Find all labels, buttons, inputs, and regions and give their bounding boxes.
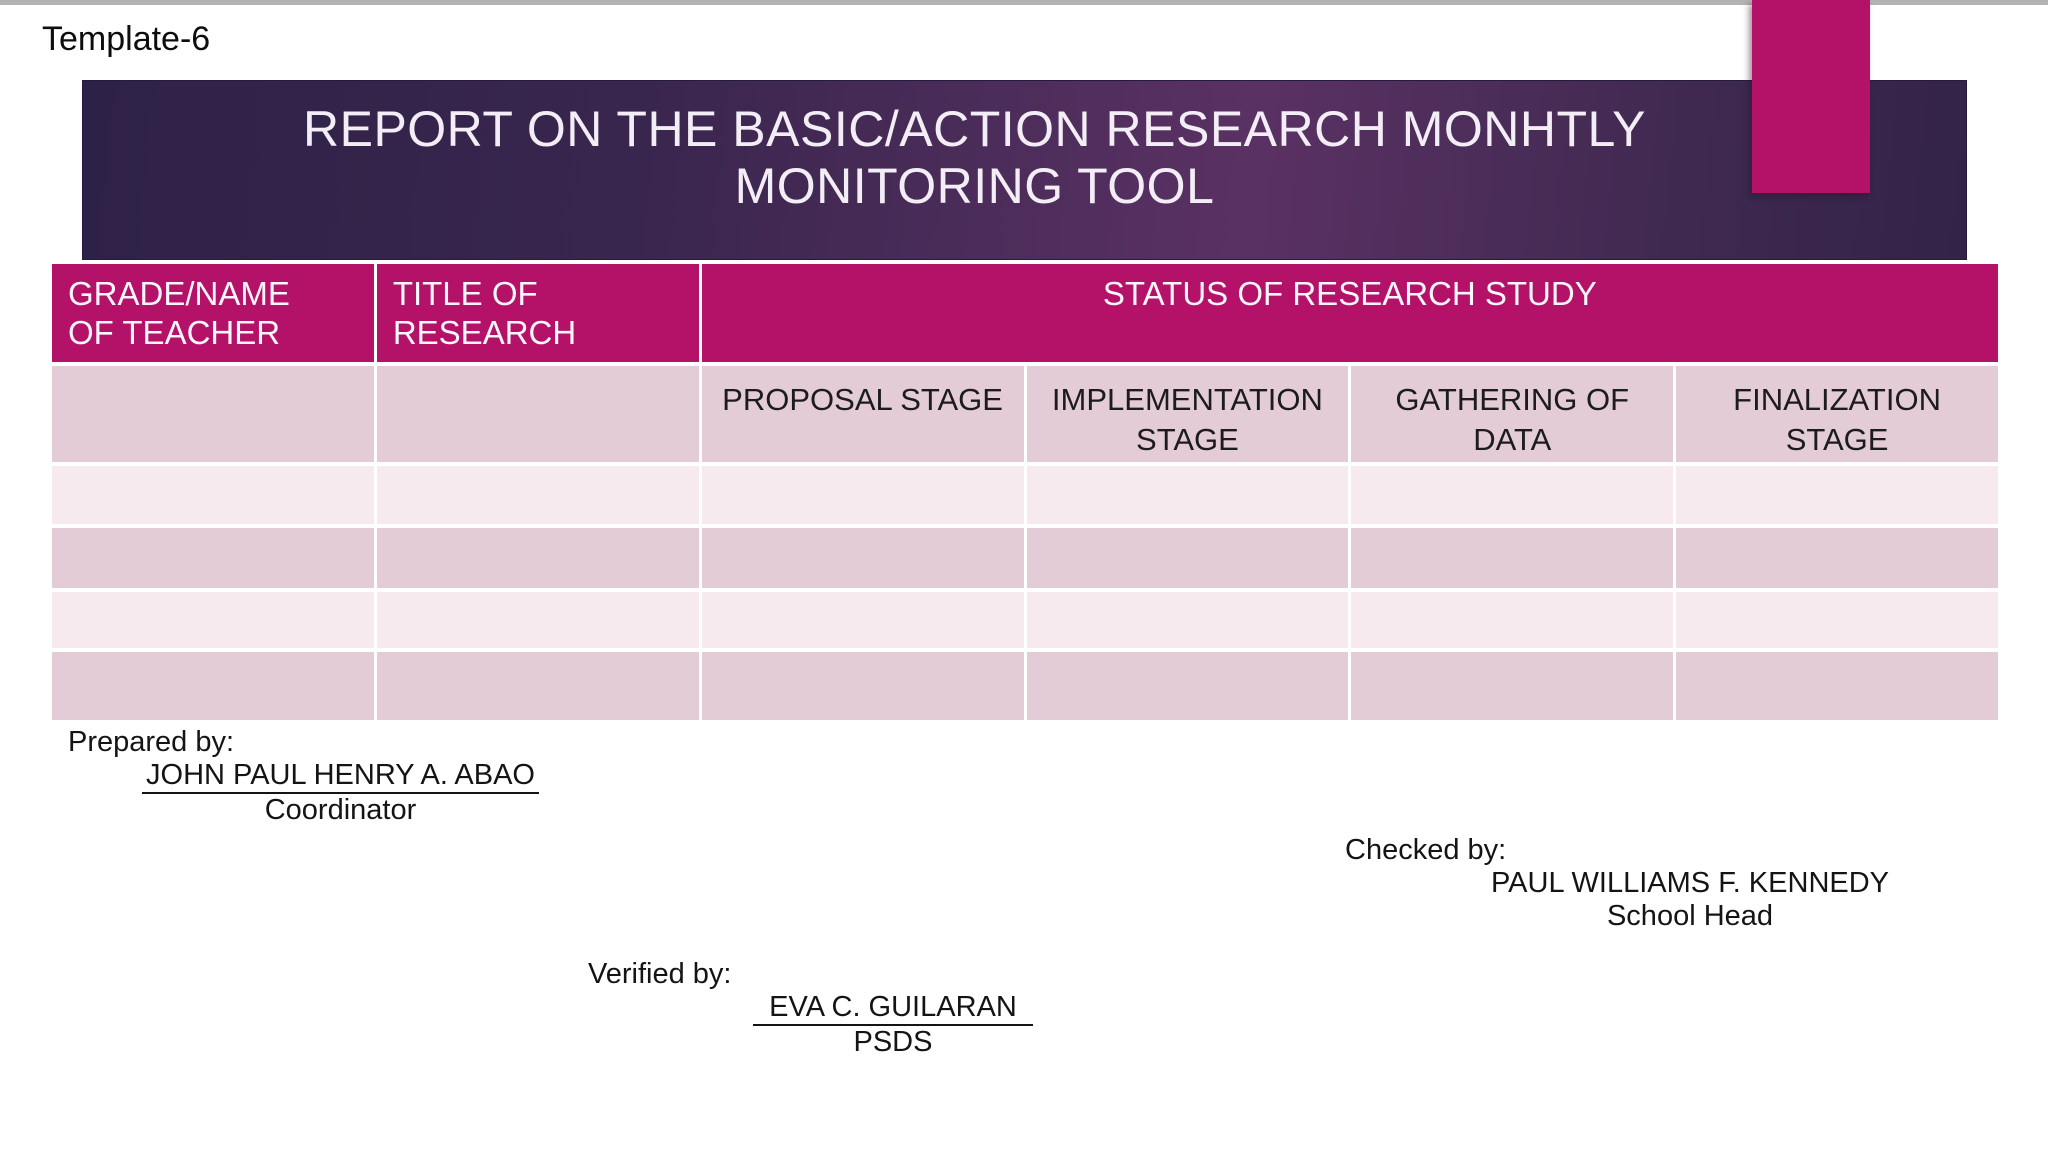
signature-block-verified: Verified by: EVA C. GUILARAN PSDS <box>588 958 1198 1059</box>
empty-cell <box>701 592 1024 648</box>
verified-by-role: PSDS <box>853 1026 933 1058</box>
empty-cell <box>1676 652 1998 720</box>
empty-cell <box>701 652 1024 720</box>
empty-cell <box>1026 592 1349 648</box>
empty-cell <box>1676 466 1998 524</box>
header-grade-name-of-teacher: GRADE/NAME OF TEACHER <box>52 264 374 362</box>
empty-cell <box>701 466 1024 524</box>
empty-cell <box>1351 592 1674 648</box>
subheader-gathering-of-data: GATHERING OF DATA <box>1351 366 1674 462</box>
empty-cell <box>52 466 374 524</box>
subheader-proposal-stage: PROPOSAL STAGE <box>701 366 1024 462</box>
empty-cell <box>1351 652 1674 720</box>
empty-cell <box>1676 528 1998 588</box>
template-label: Template-6 <box>42 20 211 58</box>
empty-cell <box>701 528 1024 588</box>
subheader-implementation-stage: IMPLEMENTATION STAGE <box>1026 366 1349 462</box>
prepared-by-role: Coordinator <box>264 794 417 826</box>
subheader-empty-cell <box>376 366 699 462</box>
empty-cell <box>376 592 699 648</box>
empty-cell <box>1351 466 1674 524</box>
signature-block-prepared: Prepared by: JOHN PAUL HENRY A. ABAO Coo… <box>68 726 613 827</box>
prepared-by-name: JOHN PAUL HENRY A. ABAO <box>68 759 613 794</box>
verified-by-label: Verified by: <box>588 958 732 990</box>
subheader-empty-cell <box>52 366 374 462</box>
checked-by-role: School Head <box>1606 900 1774 932</box>
prepared-by-label: Prepared by: <box>68 726 235 758</box>
window-top-edge <box>0 0 2048 5</box>
empty-cell <box>1026 466 1349 524</box>
signature-block-checked: Checked by: PAUL WILLIAMS F. KENNEDY Sch… <box>1345 834 2035 933</box>
header-status-of-research-study: STATUS OF RESEARCH STUDY <box>701 264 1998 362</box>
title-banner: REPORT ON THE BASIC/ACTION RESEARCH MONH… <box>82 80 1967 260</box>
monitoring-table: GRADE/NAME OF TEACHER TITLE OF RESEARCH … <box>52 264 1998 720</box>
empty-cell <box>1026 528 1349 588</box>
empty-cell <box>52 592 374 648</box>
empty-cell <box>1351 528 1674 588</box>
empty-cell <box>376 652 699 720</box>
empty-cell <box>1676 592 1998 648</box>
empty-cell <box>376 528 699 588</box>
empty-cell <box>52 528 374 588</box>
bookmark-ribbon <box>1752 0 1870 193</box>
empty-cell <box>376 466 699 524</box>
empty-cell <box>1026 652 1349 720</box>
header-title-of-research: TITLE OF RESEARCH <box>376 264 699 362</box>
subheader-finalization-stage: FINALIZATION STAGE <box>1676 366 1998 462</box>
empty-cell <box>52 652 374 720</box>
checked-by-label: Checked by: <box>1345 834 1507 866</box>
checked-by-name: PAUL WILLIAMS F. KENNEDY <box>1490 867 1890 899</box>
verified-by-name: EVA C. GUILARAN <box>588 991 1198 1026</box>
slide-title: REPORT ON THE BASIC/ACTION RESEARCH MONH… <box>302 101 1646 214</box>
